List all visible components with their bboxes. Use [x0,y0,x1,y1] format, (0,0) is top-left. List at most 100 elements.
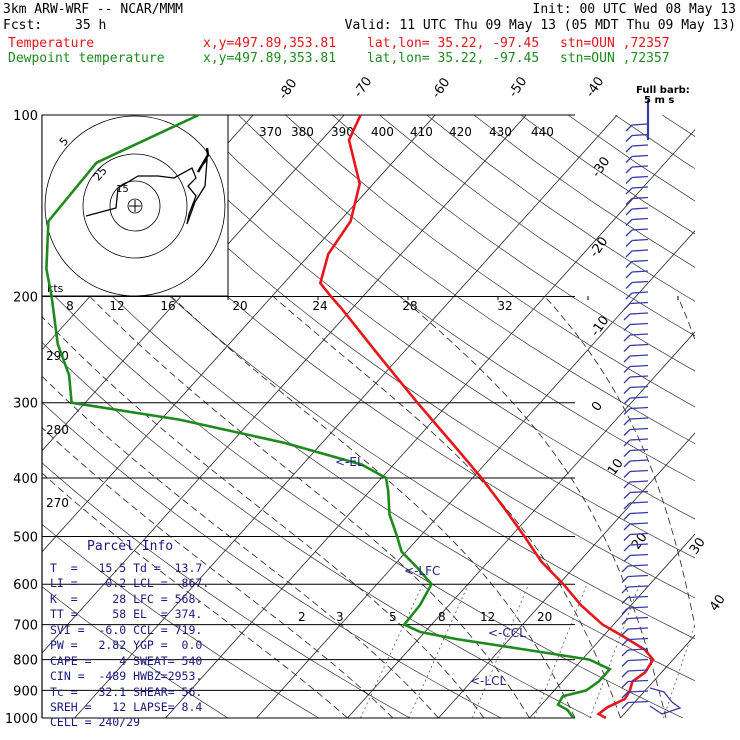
wind-barb [631,280,649,284]
mixing-ratio-label: 8 [438,610,446,624]
temperature-latlon: lat,lon= 35.22, -97.45 [367,36,540,51]
parcel-info-row: CAPE = 4 SWEAT= 540 [50,654,203,668]
wind-barb [627,585,649,588]
mixing-ratio-line [472,584,529,718]
wind-barb-flag [621,607,629,615]
wind-barb-flag [623,334,631,342]
wind-barb [631,165,649,168]
wind-barb-flag [623,408,631,415]
wind-barb [627,616,649,620]
pressure-tick-label: 1000 [5,712,38,727]
wind-barb-flag [623,429,631,436]
isotherm-label: -10 [588,313,612,339]
parcel-info-row: CIN = -489 HWBZ=2953. [50,669,203,683]
isotherm-label: -30 [589,154,613,180]
wind-barb [627,690,649,693]
wind-barb-flag [621,597,629,604]
wind-barb [629,532,649,536]
hodograph-speed-label: 20 [232,299,247,313]
parcel-info-row: SREH = 12 LAPSE= 8.4 [50,700,203,714]
wind-barb [631,144,649,147]
wind-barb [629,522,649,525]
parcel-info-row: PW = 2.82 YGP = 0.0 [50,638,203,652]
moist-adiabat-line [399,296,667,718]
init-time: Init: 00 UTC Wed 08 May 13 [532,2,737,17]
wind-barb-flag [623,376,631,384]
wind-barb [629,553,649,557]
moist-adiabat-line [42,472,348,718]
wind-barb [629,396,649,399]
hodograph-speed-label: 24 [312,299,327,313]
dry-adiabat-line [614,115,695,170]
parcel-info-row: SVI = -6.0 CCL = 719. [50,623,203,637]
hodograph-speed-label: 12 [109,299,124,313]
pressure-tick-label: 500 [13,530,38,545]
wind-barb-flag [623,303,631,310]
wind-barb-flag [623,450,631,457]
wind-barb [631,238,649,242]
isotherm-line [165,129,695,718]
wind-barb [629,364,649,368]
full-barb-value: 5 m s [644,95,674,106]
wind-barb [631,217,649,221]
isotherm-label: 10 [605,456,627,478]
wind-barb-flag [621,565,629,573]
parcel-info-row: Tc = 32.1 SHEAR= 56. [50,685,203,699]
hodograph-ring [82,153,188,259]
parcel-info-title: Parcel Info [87,539,174,554]
theta-label: 390 [331,125,354,139]
wind-barb-flag [625,219,633,226]
isotherm-label: -20 [587,234,611,260]
mixing-ratio-line [408,584,469,718]
mixing-ratio-label: 12 [480,610,495,624]
wind-barb-flag [621,639,629,646]
wind-barb [629,459,649,462]
wind-barb [629,322,649,326]
wind-barb [627,595,649,599]
wind-barb-flag [623,555,631,562]
moist-adiabat-line [42,316,485,718]
dry-adiabat-line [42,462,410,718]
temperature-xy: x,y=497.89,353.81 [203,36,337,51]
fcst-value: 35 h [75,18,107,33]
theta-label: 420 [449,125,472,139]
wind-barb-flag [621,586,629,594]
mixing-ratio-line [589,584,640,718]
wind-barb [629,427,649,431]
wind-barb [627,564,649,567]
isotherm-line [42,115,527,654]
wind-barb-flag [623,387,631,394]
pressure-tick-label: 200 [13,291,38,306]
hodograph [44,115,226,297]
wind-barb-flag [623,418,631,426]
dry-adiabat-line [190,115,695,482]
dry-adiabat-line [96,115,695,559]
hodograph-ring [109,180,161,232]
wind-barb-flag [625,229,633,237]
wind-barb-flag [621,576,629,583]
wind-barb-flag [623,492,631,499]
wind-barb-flag [625,282,633,289]
dry-adiabat-line [238,115,695,445]
wind-barbs [621,100,682,715]
theta-label: 370 [259,125,282,139]
wind-barb-flag [623,513,631,520]
isotherm-line [42,115,345,452]
wind-barb-flag [625,208,633,216]
moist-adiabat-line [273,296,621,718]
hodograph-ring-label: 15 [116,184,129,195]
wind-barb [629,448,649,452]
dry-adiabat-line [285,115,695,408]
wind-barb [627,627,649,630]
wind-barb-flag [621,670,629,678]
wind-barb-flag [625,292,633,300]
temperature-legend: Temperature [8,36,95,51]
dry-adiabat-line [379,115,695,337]
wind-barb-flag [623,397,631,405]
hodograph-speed-label: 32 [497,299,512,313]
isotherm-line [712,115,740,718]
wind-barb [627,637,649,641]
wind-barb-flag [623,366,631,373]
